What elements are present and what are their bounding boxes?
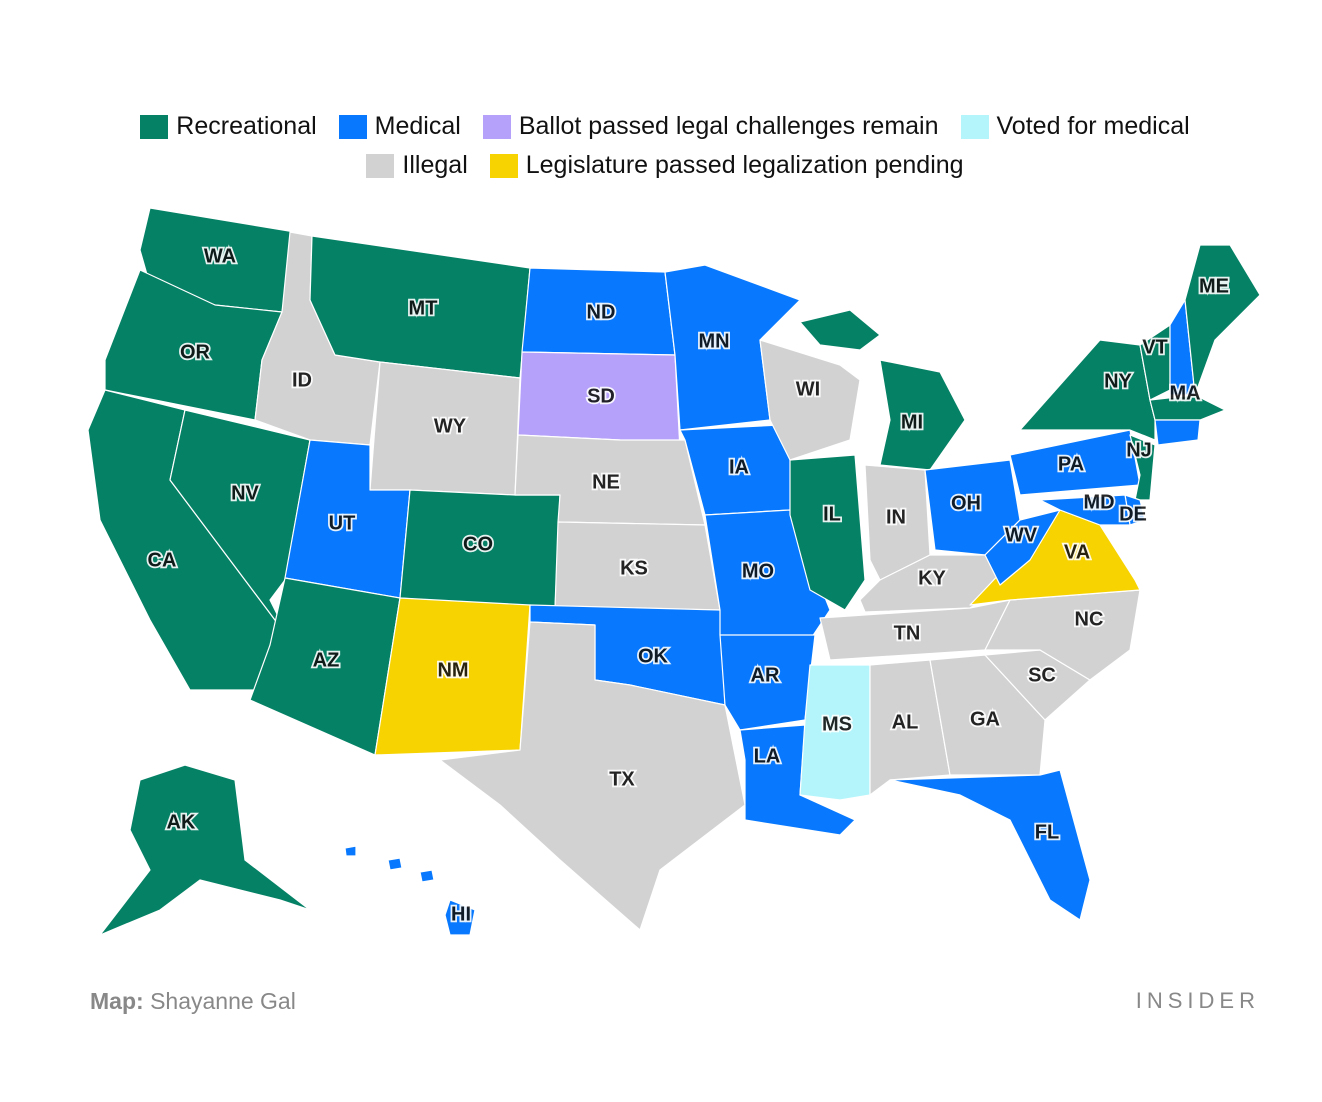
state-label: AL bbox=[892, 711, 919, 733]
state-label: AZ bbox=[313, 649, 340, 671]
state-label: PA bbox=[1058, 453, 1084, 475]
state-label: MI bbox=[901, 411, 923, 433]
legend-label: Illegal bbox=[402, 151, 468, 179]
state-label: VT bbox=[1142, 336, 1168, 358]
legend-swatch bbox=[140, 114, 169, 139]
legend-label: Medical bbox=[374, 112, 461, 140]
state-label: ND bbox=[587, 301, 616, 323]
state-label: AR bbox=[751, 664, 780, 686]
state bbox=[799, 309, 881, 351]
state-label: KS bbox=[620, 557, 648, 579]
state bbox=[1149, 394, 1226, 421]
state-label: CO bbox=[463, 533, 493, 555]
state-label: TX bbox=[609, 768, 635, 790]
credit: Map: Shayanne Gal bbox=[90, 988, 296, 1015]
state bbox=[929, 654, 1046, 776]
credit-name: Shayanne Gal bbox=[150, 988, 296, 1014]
state-label: IL bbox=[823, 503, 841, 525]
legend: Recreational Medical Ballot passed legal c… bbox=[120, 112, 1210, 180]
state-label: MS bbox=[822, 713, 852, 735]
state-label: OR bbox=[180, 341, 211, 363]
state-label: MD bbox=[1083, 491, 1114, 513]
state-label: ID bbox=[292, 369, 312, 391]
state-label: WY bbox=[434, 415, 467, 437]
legend-item: Illegal bbox=[366, 151, 468, 180]
legend-label: Voted for medical bbox=[996, 112, 1190, 140]
legend-swatch bbox=[489, 153, 518, 178]
state bbox=[344, 845, 357, 857]
state-label: ME bbox=[1199, 275, 1229, 297]
state bbox=[1129, 434, 1156, 501]
credit-prefix: Map: bbox=[90, 988, 144, 1014]
legend-item: Voted for medical bbox=[960, 112, 1190, 141]
state bbox=[419, 869, 435, 883]
state bbox=[889, 769, 1091, 921]
state-label: NM bbox=[437, 659, 468, 681]
legend-swatch bbox=[366, 153, 395, 178]
state-label: FL bbox=[1035, 821, 1059, 843]
brand: INSIDER bbox=[1135, 988, 1260, 1013]
state-label: SC bbox=[1028, 664, 1056, 686]
state-label: MT bbox=[409, 297, 438, 319]
legend-label: Legislature passed legalization pending bbox=[525, 151, 964, 179]
legend-swatch bbox=[960, 114, 989, 139]
state bbox=[1019, 339, 1156, 441]
state-label: OH bbox=[951, 492, 981, 514]
state-label: HI bbox=[451, 903, 471, 925]
state bbox=[984, 509, 1061, 586]
state-label: MA bbox=[1169, 382, 1200, 404]
state bbox=[1184, 244, 1261, 396]
state-label: NC bbox=[1075, 608, 1104, 630]
state-label: UT bbox=[329, 512, 356, 534]
legend-item: Medical bbox=[338, 112, 461, 141]
state-label: NY bbox=[1104, 370, 1132, 392]
state-label: MN bbox=[698, 330, 729, 352]
state-label: KY bbox=[918, 567, 946, 589]
state-label: IN bbox=[886, 506, 906, 528]
legend-item: Ballot passed legal challenges remain bbox=[482, 112, 939, 141]
state-label: WI bbox=[796, 378, 820, 400]
state bbox=[1154, 419, 1201, 446]
state-label: AK bbox=[167, 811, 196, 833]
state bbox=[444, 899, 476, 936]
state bbox=[1039, 494, 1131, 526]
legend-item: Legislature passed legalization pending bbox=[489, 151, 964, 180]
state-label: VA bbox=[1064, 541, 1090, 563]
state-label: DE bbox=[1119, 503, 1147, 525]
state-label: IA bbox=[729, 456, 749, 478]
state-label: GA bbox=[970, 708, 1000, 730]
state bbox=[387, 857, 403, 871]
state-label: NV bbox=[231, 482, 259, 504]
state-label: WA bbox=[204, 245, 236, 267]
state bbox=[99, 764, 311, 936]
state bbox=[789, 454, 866, 611]
legend-label: Recreational bbox=[176, 112, 317, 140]
state-label: OK bbox=[638, 645, 669, 667]
state-label: NJ bbox=[1126, 439, 1152, 461]
state bbox=[249, 577, 401, 756]
state bbox=[439, 621, 746, 931]
legend-swatch bbox=[338, 114, 367, 139]
state bbox=[759, 339, 861, 461]
state-label: NE bbox=[592, 471, 620, 493]
state-label: CA bbox=[148, 549, 177, 571]
state-label: TN bbox=[894, 622, 921, 644]
state bbox=[869, 659, 951, 796]
legend-swatch bbox=[482, 114, 511, 139]
state bbox=[719, 634, 816, 731]
legend-label: Ballot passed legal challenges remain bbox=[518, 112, 939, 140]
state-label: MO bbox=[742, 560, 774, 582]
state-label: LA bbox=[754, 745, 781, 767]
legend-item: Recreational bbox=[140, 112, 317, 141]
state-label: SD bbox=[587, 385, 615, 407]
state-label: WV bbox=[1005, 524, 1038, 546]
